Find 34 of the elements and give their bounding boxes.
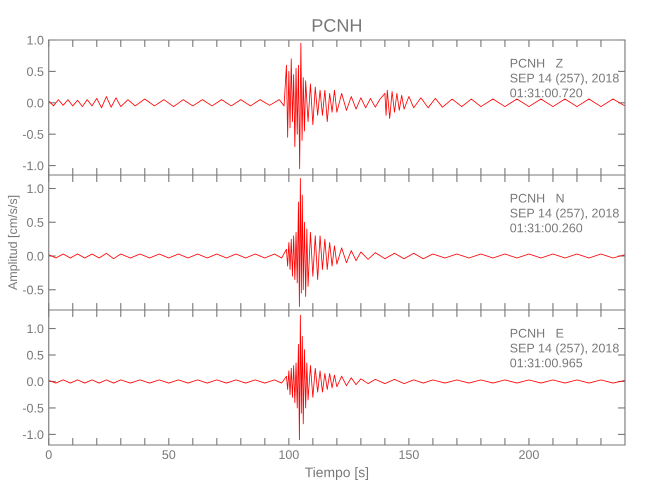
chart-title: PCNH [312,19,361,32]
x-axis-title: Tiempo [s] [305,467,368,480]
y-tick-label: 0.5 [27,218,44,227]
y-tick-label: 1.0 [27,36,44,45]
x-tick-label: 200 [519,450,539,460]
annotation: 01:31:00.260 [510,224,582,232]
x-tick-label: 100 [279,450,299,460]
x-tick-label: 150 [399,450,419,460]
y-tick-label: -0.5 [22,404,44,413]
annotation: 01:31:00.965 [510,358,582,368]
y-tick-label: 0.0 [27,98,44,108]
line-series [48,314,625,440]
annotation: SEP 14 (257), 2018 [510,343,619,355]
y-tick-label: -1.0 [22,430,44,440]
y-tick-label: -0.5 [22,286,44,294]
annotation: PCNH E [510,328,564,338]
y-axis-title: Amplitud [cm/s/s] [8,196,20,290]
y-tick-label: 1.0 [27,324,44,334]
y-tick-label: -0.5 [22,130,44,139]
y-tick-label: 0.5 [27,67,44,76]
x-tick-label: 50 [162,450,176,460]
x-tick-label: 0 [46,450,52,460]
annotation: SEP 14 (257), 2018 [510,208,619,220]
annotation: PCNH N [510,194,564,203]
annotation: PCNH Z [510,58,563,68]
line-series [48,178,625,308]
line-series [48,42,625,170]
y-tick-label: 0.0 [27,252,44,261]
y-tick-label: 1.0 [27,184,44,194]
annotation: SEP 14 (257), 2018 [510,73,619,85]
y-tick-label: 0.5 [27,350,44,360]
annotation: 01:31:00.720 [510,88,582,98]
y-tick-label: -1.0 [22,161,44,170]
y-tick-label: 0.0 [27,377,44,386]
